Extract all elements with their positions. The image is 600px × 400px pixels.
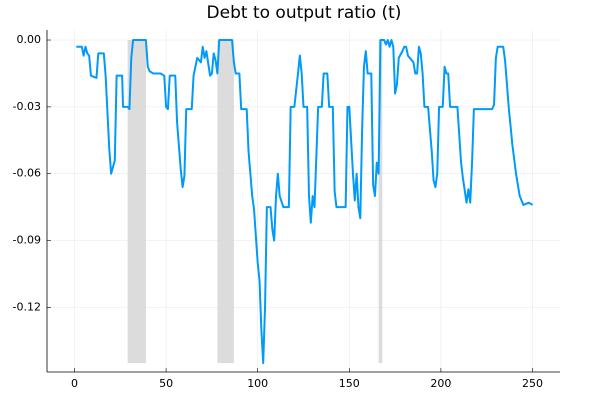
x-tick-label: 250 — [522, 377, 543, 390]
shaded-region — [378, 40, 383, 364]
x-tick-label: 100 — [247, 377, 268, 390]
x-tick-label: 50 — [159, 377, 173, 390]
y-tick-label: -0.12 — [13, 300, 41, 313]
x-tick-label: 200 — [430, 377, 451, 390]
y-tick-label: -0.06 — [13, 167, 41, 180]
x-tick-label: 150 — [339, 377, 360, 390]
y-tick-label: 0.00 — [17, 33, 42, 46]
x-tick-label: 0 — [71, 377, 78, 390]
data-line — [76, 39, 534, 365]
shaded-region — [217, 40, 234, 364]
y-tick-label: -0.03 — [13, 100, 41, 113]
chart-title: Debt to output ratio (t) — [207, 3, 402, 23]
y-tick-label: -0.09 — [13, 234, 41, 247]
shaded-region — [127, 40, 146, 364]
